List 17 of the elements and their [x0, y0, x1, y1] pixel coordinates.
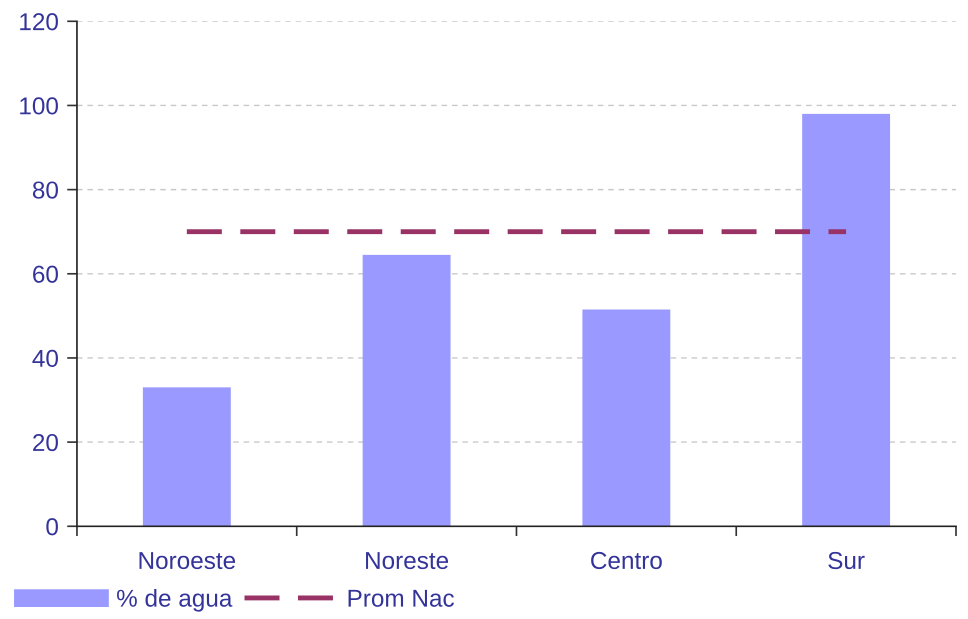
bar: [802, 114, 890, 526]
x-tick-label: Sur: [828, 552, 865, 570]
bar: [142, 387, 231, 526]
y-tick-label: 60: [33, 266, 58, 283]
legend-label: Prom Nac: [348, 590, 454, 607]
y-tick-label: 80: [32, 181, 58, 199]
y-tick-label: 0: [46, 518, 58, 536]
y-tick-label: 100: [20, 97, 58, 115]
x-tick-label: Noroeste: [140, 552, 236, 570]
y-tick-label: 20: [33, 434, 58, 452]
bar: [582, 310, 670, 526]
y-tick-label: 40: [32, 350, 58, 367]
y-tick-label: 120: [20, 13, 58, 30]
bar: [362, 254, 451, 526]
x-tick-label: Noreste: [366, 552, 448, 570]
legend-label: % de agua: [116, 588, 232, 612]
x-tick-label: Centro: [591, 552, 662, 570]
